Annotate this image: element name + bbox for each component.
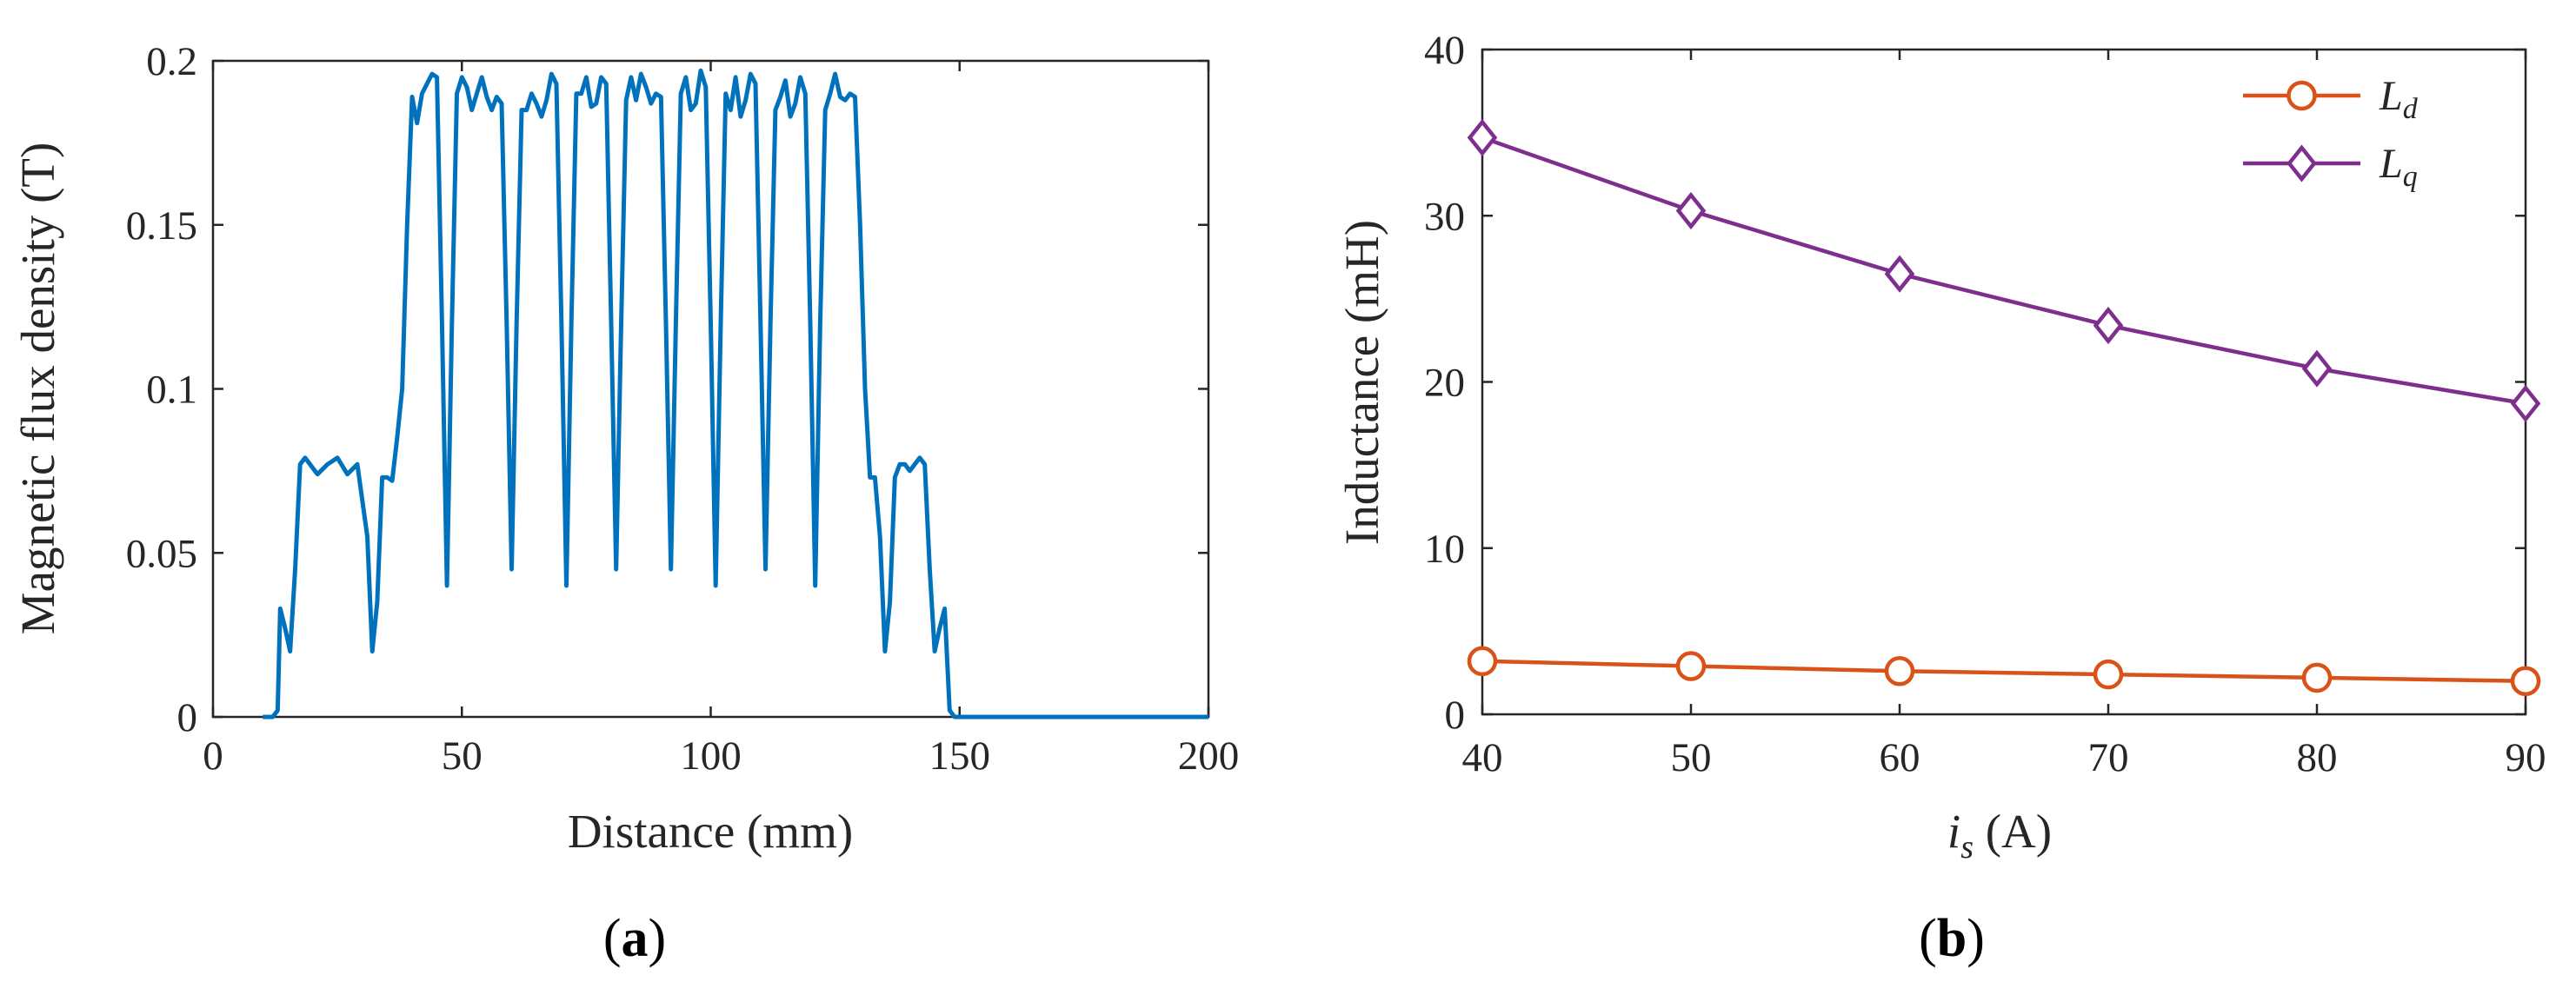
y-tick-label-b: 10 [1424, 527, 1465, 572]
y-tick-label-a: 0.2 [146, 39, 197, 84]
panel-letter-b: b [1937, 909, 1967, 968]
y-tick-labels-a: 0 0.05 0.1 0.15 0.2 [126, 39, 197, 740]
x-axis-label-a: Distance (mm) [568, 805, 853, 858]
legend-b: Ld Lq [2243, 73, 2419, 193]
x-tick-label-a: 100 [680, 733, 742, 779]
x-axis-label-b-sub: s [1960, 829, 1974, 866]
data-point-Lq [2510, 384, 2541, 422]
x-tick-label-b: 70 [2088, 735, 2129, 780]
legend-label-Lq: Lq [2379, 141, 2418, 193]
data-point-Lq [2301, 349, 2333, 388]
series-layer-b [1467, 118, 2541, 696]
legend-marker-Lq [2286, 144, 2317, 182]
x-tick-labels-a: 0 50 100 150 200 [203, 733, 1239, 779]
axis-ticks-b [1481, 48, 2527, 716]
data-point-Lq [1675, 191, 1707, 230]
x-axis-label-b: is (A) [1947, 805, 2052, 866]
y-tick-label-b: 40 [1424, 28, 1465, 73]
x-tick-label-a: 200 [1178, 733, 1240, 779]
y-tick-label-a: 0.15 [126, 203, 197, 249]
chart-panel-b: 40 50 60 70 80 90 0 10 20 30 40 is (A) Inductance… [1335, 28, 2546, 968]
data-point-Ld [1675, 651, 1707, 681]
panel-label-b: (b) [1919, 909, 1985, 968]
plot-frame-b [1481, 48, 2527, 716]
data-point-Ld [1467, 646, 1498, 677]
legend-label-Ld: Ld [2379, 73, 2419, 125]
panel-label-a: (a) [603, 909, 666, 968]
y-tick-labels-b: 0 10 20 30 40 [1424, 28, 1465, 738]
data-point-Ld [2093, 659, 2124, 690]
legend-marker-Ld [2286, 80, 2317, 111]
x-tick-label-b: 80 [2297, 735, 2338, 780]
x-tick-label-a: 50 [442, 733, 483, 779]
data-point-Ld [1884, 656, 1915, 687]
data-point-Ld [2510, 666, 2541, 696]
series-layer-a [263, 68, 1208, 720]
y-tick-label-a: 0.1 [146, 368, 197, 413]
x-tick-label-a: 150 [929, 733, 991, 779]
data-point-Lq [1884, 255, 1915, 293]
series-line-flux-density [263, 68, 1208, 720]
y-tick-label-b: 0 [1445, 693, 1466, 738]
data-point-Lq [2093, 306, 2124, 345]
series-line-Ld [1481, 659, 2526, 684]
x-axis-label-b-unit: (A) [1974, 805, 2052, 858]
y-axis-label-b: Inductance (mH) [1335, 220, 1388, 545]
x-tick-label-b: 50 [1671, 735, 1712, 780]
x-tick-label-a: 0 [203, 733, 223, 779]
series-line-Lq [1481, 136, 2526, 406]
chart-panel-a: 0 50 100 150 200 0 0.05 0.1 0.15 0.2 Distance (m… [11, 39, 1239, 968]
y-tick-label-a: 0 [177, 695, 198, 740]
y-tick-label-b: 30 [1424, 194, 1465, 239]
x-axis-label-b-main: i [1947, 805, 1960, 858]
y-tick-label-a: 0.05 [126, 531, 197, 576]
x-tick-labels-b: 40 50 60 70 80 90 [1462, 735, 2546, 780]
y-tick-label-b: 20 [1424, 361, 1465, 406]
x-tick-label-b: 90 [2506, 735, 2546, 780]
data-point-Ld [2301, 662, 2333, 693]
x-tick-label-b: 60 [1880, 735, 1920, 780]
x-tick-label-b: 40 [1462, 735, 1503, 780]
data-point-Lq [1467, 118, 1498, 156]
y-axis-label-a: Magnetic flux density (T) [11, 143, 64, 635]
panel-letter-a: a [622, 909, 649, 968]
